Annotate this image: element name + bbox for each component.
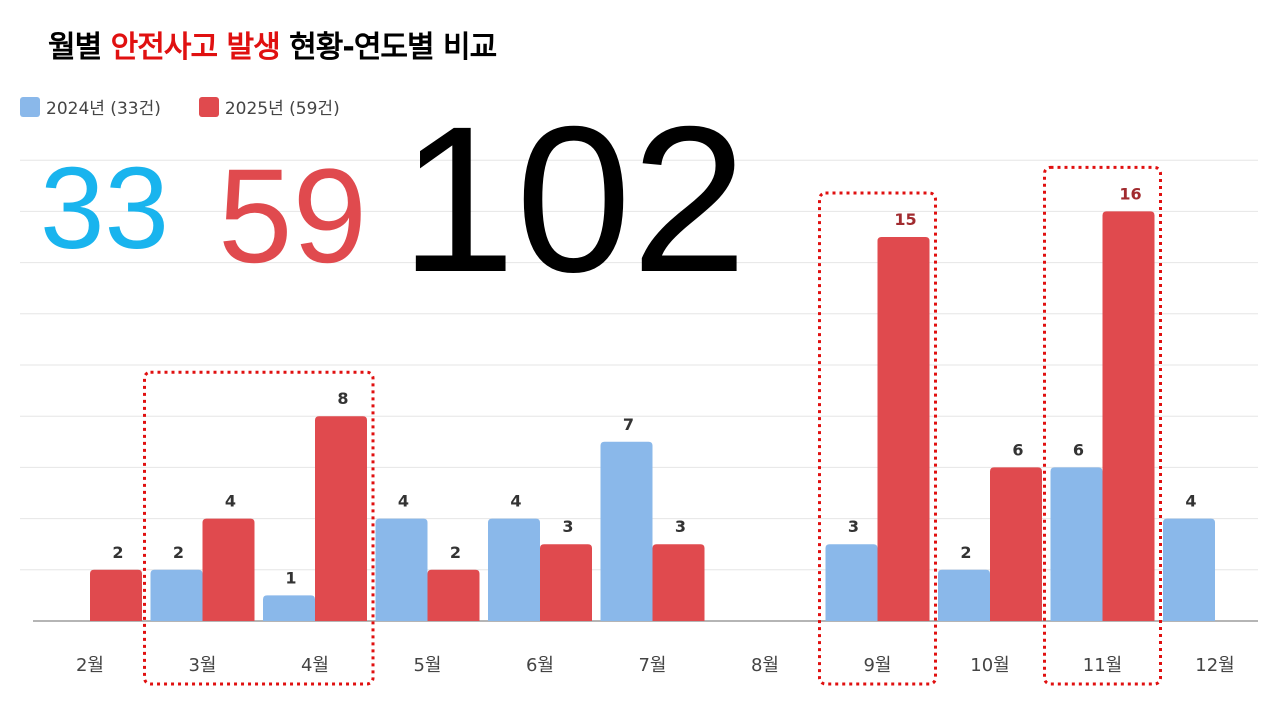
- value-label-2025: 3: [675, 517, 686, 536]
- title-part1: 월별: [48, 30, 111, 65]
- legend-swatch-2025: [198, 96, 219, 117]
- x-tick-label: 3월: [188, 655, 216, 676]
- x-tick-label: 11월: [1083, 655, 1122, 676]
- value-label-2025: 6: [1012, 440, 1023, 459]
- bar-2024: [1050, 467, 1103, 621]
- value-label-2025: 4: [225, 492, 236, 511]
- value-label-2025: 3: [562, 517, 573, 536]
- value-label-2024: 4: [398, 492, 409, 511]
- legend-item-2024: 2024년 (33건): [20, 94, 161, 119]
- bar-2024: [825, 544, 878, 621]
- x-tick-label: 2월: [76, 655, 104, 676]
- bar-2024: [150, 569, 203, 621]
- title-highlight-accident: 안전사고: [110, 30, 218, 65]
- bar-2024: [938, 569, 990, 621]
- bar-2025: [202, 518, 255, 621]
- bar-2025: [1102, 211, 1155, 621]
- bar-2024: [600, 441, 653, 621]
- bar-2025: [990, 467, 1042, 621]
- x-tick-label: 12월: [1195, 655, 1234, 676]
- value-label-2024: 1: [285, 568, 296, 587]
- total-2025-number: 59: [218, 142, 368, 291]
- bar-2024: [1163, 518, 1215, 621]
- chart-title: 월별 안전사고 발생 현황-연도별 비교: [48, 22, 497, 66]
- x-tick-label: 5월: [413, 655, 441, 676]
- legend-label-2025: 2025년 (59건): [224, 99, 340, 119]
- x-tick-label: 7월: [638, 655, 666, 676]
- x-tick-label: 10월: [970, 655, 1009, 676]
- value-label-2024: 4: [1185, 492, 1196, 511]
- x-tick-label: 4월: [301, 655, 329, 676]
- legend-item-2025: 2025년 (59건): [198, 94, 340, 119]
- bar-2025: [90, 569, 142, 621]
- bar-2024: [488, 518, 540, 621]
- bar-2025: [315, 416, 367, 621]
- bar-2024: [263, 595, 315, 621]
- value-label-2024: 6: [1073, 440, 1084, 459]
- bar-2025: [652, 544, 705, 621]
- value-label-2024: 2: [173, 543, 184, 562]
- bar-2025: [427, 569, 480, 621]
- legend: 2024년 (33건) 2025년 (59건): [20, 94, 378, 119]
- value-label-2024: 2: [960, 543, 971, 562]
- value-label-2024: 3: [848, 517, 859, 536]
- value-label-2025: 8: [337, 389, 348, 408]
- highlight-box: [143, 370, 375, 686]
- value-label-2024: 7: [623, 415, 634, 434]
- value-label-2025: 16: [1119, 184, 1141, 203]
- highlight-box: [818, 191, 937, 686]
- total-2024-number: 33: [40, 143, 170, 273]
- bar-2024: [375, 518, 428, 621]
- title-highlight-occurrence: 발생: [226, 30, 281, 65]
- value-label-2025: 2: [450, 543, 461, 562]
- x-tick-label: 9월: [863, 655, 891, 676]
- x-tick-label: 8월: [751, 655, 779, 676]
- value-label-2024: 4: [510, 492, 521, 511]
- bar-2025: [877, 237, 930, 621]
- x-tick-label: 6월: [526, 655, 554, 676]
- grand-total-number: 102: [400, 84, 748, 316]
- title-part2: 현황-연도별 비교: [279, 30, 497, 65]
- legend-swatch-2024: [20, 96, 40, 117]
- bar-2025: [540, 544, 592, 621]
- legend-label-2024: 2024년 (33건): [46, 99, 161, 119]
- value-label-2025: 15: [894, 210, 916, 229]
- highlight-box: [1043, 165, 1162, 686]
- value-label-2025: 2: [112, 543, 123, 562]
